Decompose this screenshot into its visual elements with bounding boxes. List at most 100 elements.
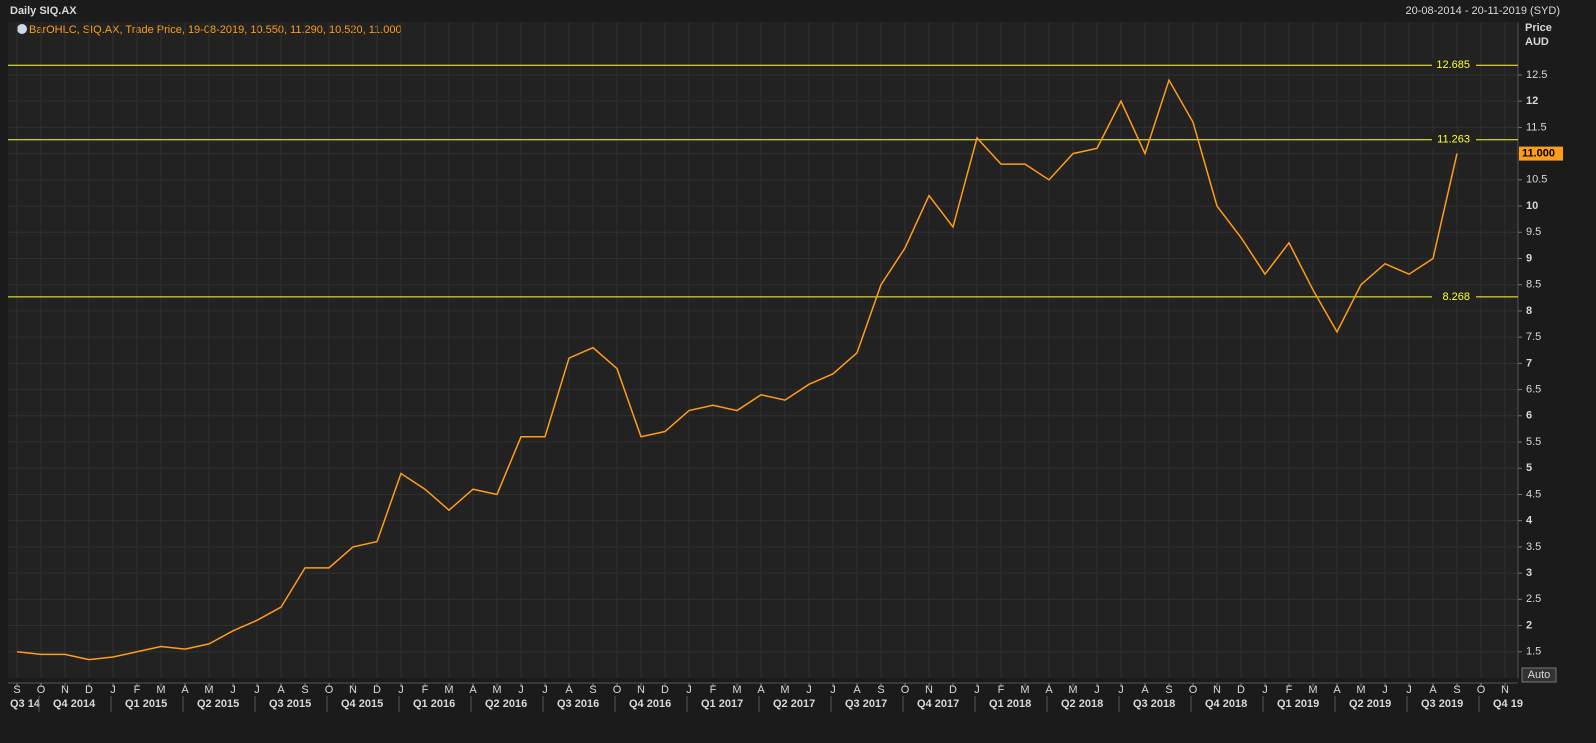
y-axis-unit: AUD (1525, 36, 1549, 48)
quarter-label: Q3 2016 (557, 698, 599, 710)
x-tick-label: S (589, 684, 596, 696)
y-tick-label: 12 (1526, 95, 1538, 107)
x-tick-label: A (277, 684, 285, 696)
x-tick-label: F (710, 684, 717, 696)
x-tick-label: F (1286, 684, 1293, 696)
quarter-label: Q3 14 (10, 698, 41, 710)
x-tick-label: N (349, 684, 357, 696)
x-tick-label: A (853, 684, 861, 696)
auto-button[interactable] (1521, 667, 1557, 683)
quarter-label: Q4 2017 (917, 698, 959, 710)
x-tick-label: D (949, 684, 957, 696)
x-tick-label: N (1213, 684, 1221, 696)
x-tick-label: J (1262, 684, 1268, 696)
x-tick-label: S (13, 684, 20, 696)
x-tick-label: J (230, 684, 236, 696)
x-tick-label: S (301, 684, 308, 696)
reference-label: 12.685 (1436, 59, 1470, 71)
x-tick-label: M (1308, 684, 1317, 696)
y-tick-label: 8 (1526, 305, 1532, 317)
x-tick-label: F (998, 684, 1005, 696)
x-tick-label: M (156, 684, 165, 696)
y-tick-label: 8.5 (1526, 279, 1541, 291)
x-tick-label: D (373, 684, 381, 696)
x-tick-label: F (134, 684, 141, 696)
x-tick-label: M (204, 684, 213, 696)
quarter-label: Q4 2018 (1205, 698, 1247, 710)
y-tick-label: 2 (1526, 619, 1532, 631)
x-tick-label: N (61, 684, 69, 696)
reference-label-bg (1432, 58, 1476, 73)
x-tick-label: O (37, 684, 46, 696)
x-tick-label: S (877, 684, 884, 696)
x-tick-label: S (1453, 684, 1460, 696)
x-tick-label: J (1382, 684, 1388, 696)
x-tick-label: J (254, 684, 260, 696)
reference-label: 11.263 (1437, 134, 1470, 146)
reference-label-bg (1432, 132, 1476, 147)
quarter-label: Q3 2019 (1421, 698, 1463, 710)
x-tick-label: A (1333, 684, 1341, 696)
quarter-label: Q4 2014 (53, 698, 96, 710)
x-tick-label: J (542, 684, 548, 696)
x-tick-label: D (661, 684, 669, 696)
x-tick-label: A (1141, 684, 1149, 696)
y-tick-label: 6.5 (1526, 383, 1541, 395)
quarter-label: Q3 2015 (269, 698, 311, 710)
y-tick-label: 7.5 (1526, 331, 1541, 343)
x-tick-label: J (1094, 684, 1100, 696)
y-tick-label: 5 (1526, 462, 1532, 474)
quarter-label: Q1 2018 (989, 698, 1031, 710)
x-tick-label: M (1356, 684, 1365, 696)
reference-label: 8.268 (1442, 291, 1470, 303)
legend-icon (17, 24, 27, 34)
x-tick-label: O (1477, 684, 1486, 696)
x-tick-label: N (925, 684, 933, 696)
y-tick-label: 4 (1526, 515, 1533, 527)
x-tick-label: O (901, 684, 910, 696)
reference-label-bg (1432, 289, 1476, 304)
price-line (16, 78, 1458, 661)
x-tick-label: A (757, 684, 765, 696)
quarter-label: Q4 2016 (629, 698, 671, 710)
x-tick-label: J (974, 684, 980, 696)
quarter-label: Q1 2015 (125, 698, 167, 710)
x-tick-label: A (565, 684, 573, 696)
auto-button-label[interactable]: Auto (1528, 669, 1551, 681)
x-tick-label: M (732, 684, 741, 696)
y-tick-label: 3.5 (1526, 541, 1541, 553)
y-tick-label: 6 (1526, 410, 1532, 422)
quarter-label: Q3 2017 (845, 698, 887, 710)
quarter-label: Q4 2015 (341, 698, 383, 710)
legend-entry: BarOHLC, SIQ.AX, Trade Price, 19-08-2019… (29, 24, 402, 36)
y-tick-label: 9 (1526, 252, 1532, 264)
x-tick-label: A (181, 684, 189, 696)
x-tick-label: O (325, 684, 334, 696)
plot-area (8, 22, 1518, 678)
y-tick-label: 12.5 (1526, 69, 1547, 81)
x-tick-label: M (780, 684, 789, 696)
quarter-label: Q3 2018 (1133, 698, 1175, 710)
x-tick-label: S (1165, 684, 1172, 696)
x-tick-label: J (806, 684, 812, 696)
x-tick-label: D (85, 684, 93, 696)
x-tick-label: O (1189, 684, 1198, 696)
y-tick-label: 11.5 (1526, 121, 1547, 133)
quarter-label: Q1 2016 (413, 698, 455, 710)
x-tick-label: J (686, 684, 692, 696)
x-tick-label: N (1501, 684, 1509, 696)
x-tick-label: D (1237, 684, 1245, 696)
last-price-tag (1519, 146, 1563, 161)
y-tick-label: 4.5 (1526, 488, 1541, 500)
y-tick-label: 5.5 (1526, 436, 1541, 448)
x-tick-label: A (469, 684, 477, 696)
x-tick-label: O (613, 684, 622, 696)
last-price-label: 11.000 (1522, 148, 1555, 160)
y-tick-label: 1.5 (1526, 646, 1541, 658)
x-tick-label: M (1068, 684, 1077, 696)
quarter-label: Q2 2017 (773, 698, 815, 710)
quarter-label: Q2 2015 (197, 698, 239, 710)
quarter-label: Q2 2016 (485, 698, 527, 710)
x-tick-label: M (492, 684, 501, 696)
